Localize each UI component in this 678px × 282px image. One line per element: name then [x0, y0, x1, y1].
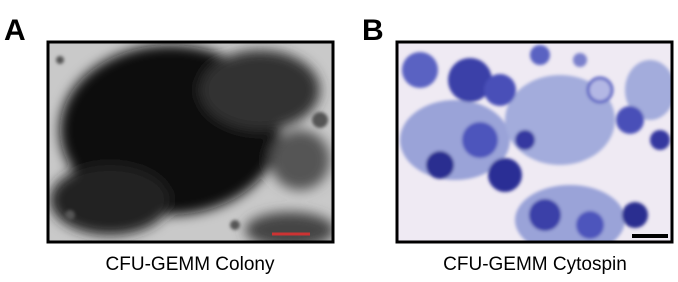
colony-image: [48, 42, 335, 248]
panel-label: B: [362, 14, 384, 47]
panel-label: A: [4, 14, 26, 47]
cytospin-image: [397, 42, 675, 255]
panel-caption: CFU-GEMM Cytospin: [443, 254, 627, 275]
figure: A CFU-GEMM Colony B: [0, 0, 678, 277]
panel-caption: CFU-GEMM Colony: [106, 254, 275, 275]
